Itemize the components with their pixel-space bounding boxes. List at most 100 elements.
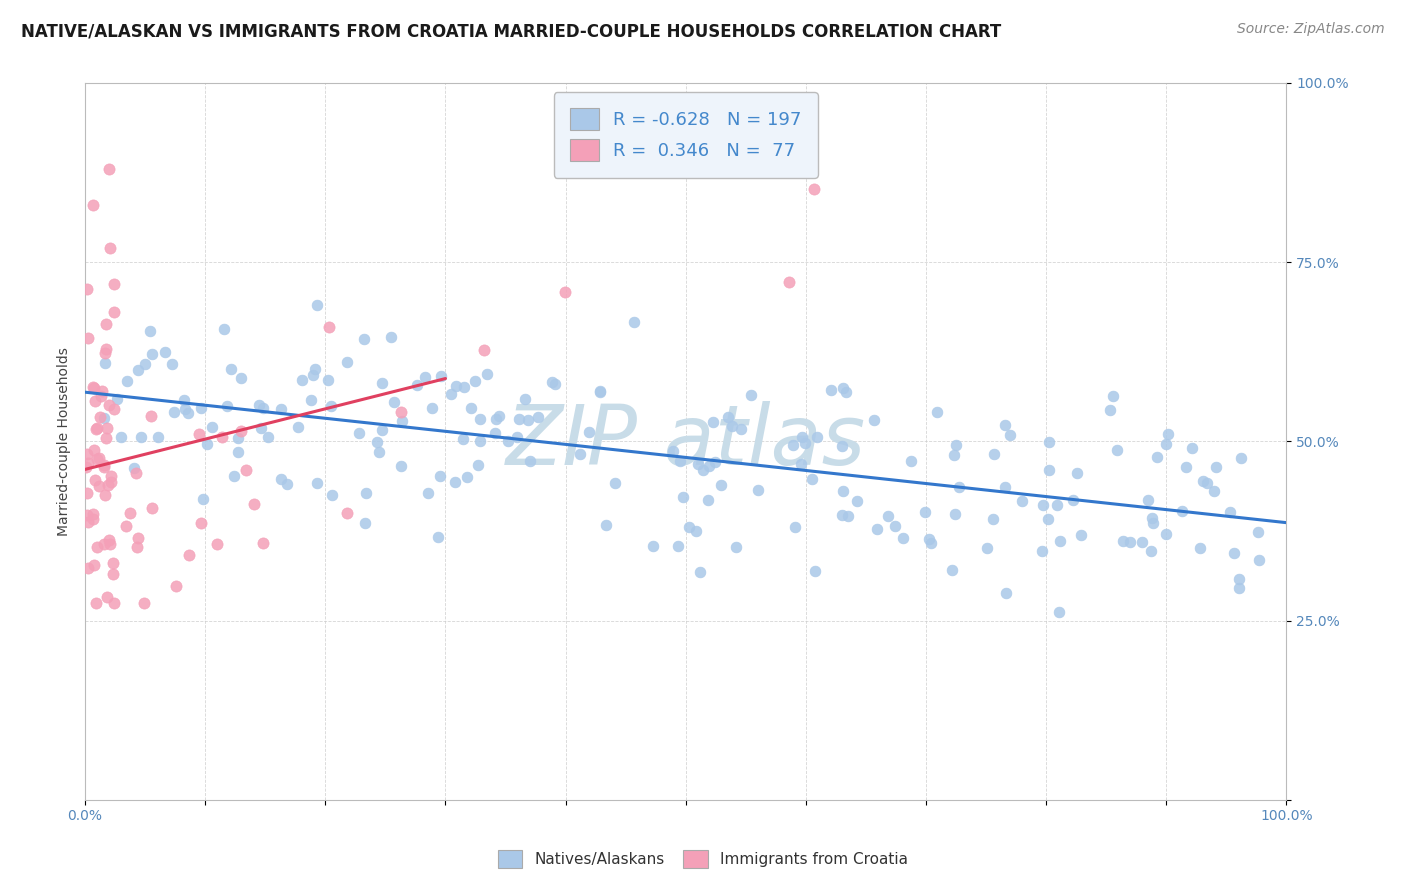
Point: [90, 388, 112, 402]
Point: [891, 531, 914, 545]
Point: [671, 490, 693, 504]
Legend: R = -0.628   N = 197, R =  0.346   N =  77: R = -0.628 N = 197, R = 0.346 N = 77: [554, 92, 818, 178]
Point: [914, 505, 936, 519]
Point: [806, 430, 828, 444]
Point: [578, 425, 600, 440]
Point: [730, 421, 752, 435]
Point: [173, 401, 195, 416]
Point: [430, 369, 453, 384]
Point: [177, 406, 200, 420]
Point: [994, 418, 1017, 433]
Y-axis label: Married-couple Households: Married-couple Households: [58, 347, 72, 536]
Point: [544, 376, 567, 391]
Point: [115, 374, 138, 388]
Point: [710, 478, 733, 492]
Point: [803, 564, 825, 578]
Point: [76, 508, 98, 522]
Point: [316, 373, 339, 387]
Point: [832, 381, 855, 395]
Point: [319, 399, 342, 413]
Point: [1032, 498, 1054, 512]
Point: [1036, 511, 1059, 525]
Point: [440, 387, 463, 401]
Point: [83, 381, 105, 395]
Point: [250, 421, 273, 435]
Point: [94, 346, 117, 360]
Point: [252, 536, 274, 550]
Point: [835, 385, 858, 400]
Point: [212, 321, 235, 335]
Point: [353, 332, 375, 346]
Point: [391, 414, 413, 428]
Point: [1112, 533, 1135, 548]
Point: [356, 486, 378, 500]
Point: [247, 399, 270, 413]
Point: [82, 507, 104, 521]
Point: [389, 404, 412, 418]
Point: [195, 437, 218, 451]
Point: [429, 468, 451, 483]
Point: [98, 537, 121, 551]
Point: [976, 541, 998, 555]
Point: [1066, 467, 1088, 481]
Point: [444, 475, 467, 490]
Point: [371, 423, 394, 437]
Point: [155, 345, 177, 359]
Point: [1230, 451, 1253, 466]
Point: [831, 508, 853, 522]
Point: [488, 409, 510, 423]
Point: [554, 285, 576, 299]
Point: [101, 556, 124, 570]
Point: [76, 486, 98, 500]
Point: [93, 537, 115, 551]
Point: [983, 447, 1005, 461]
Point: [468, 412, 491, 426]
Point: [84, 393, 107, 408]
Point: [803, 182, 825, 196]
Point: [256, 430, 278, 444]
Point: [190, 401, 212, 415]
Point: [925, 405, 948, 419]
Point: [101, 566, 124, 581]
Text: NATIVE/ALASKAN VS IMMIGRANTS FROM CROATIA MARRIED-COUPLE HOUSEHOLDS CORRELATION : NATIVE/ALASKAN VS IMMIGRANTS FROM CROATI…: [21, 22, 1001, 40]
Point: [141, 501, 163, 516]
Point: [302, 368, 325, 382]
Point: [669, 453, 692, 467]
Point: [118, 506, 141, 520]
Point: [229, 371, 252, 385]
Point: [569, 447, 592, 461]
Point: [94, 356, 117, 370]
Point: [287, 420, 309, 434]
Point: [605, 476, 627, 491]
Point: [702, 415, 724, 429]
Point: [139, 409, 162, 424]
Point: [1119, 535, 1142, 549]
Point: [747, 483, 769, 498]
Point: [77, 561, 100, 575]
Point: [589, 385, 612, 400]
Point: [1047, 605, 1070, 619]
Point: [98, 241, 121, 255]
Point: [883, 518, 905, 533]
Point: [820, 384, 842, 398]
Point: [93, 411, 115, 425]
Point: [82, 379, 104, 393]
Point: [318, 319, 340, 334]
Point: [187, 426, 209, 441]
Point: [845, 494, 868, 508]
Point: [354, 516, 377, 531]
Point: [127, 363, 149, 377]
Point: [1046, 499, 1069, 513]
Point: [134, 357, 156, 371]
Point: [994, 480, 1017, 494]
Point: [163, 405, 186, 419]
Point: [336, 506, 359, 520]
Point: [305, 475, 328, 490]
Point: [190, 516, 212, 530]
Point: [84, 597, 107, 611]
Point: [1227, 581, 1250, 595]
Point: [468, 434, 491, 449]
Point: [783, 520, 806, 534]
Point: [1174, 459, 1197, 474]
Point: [177, 548, 200, 562]
